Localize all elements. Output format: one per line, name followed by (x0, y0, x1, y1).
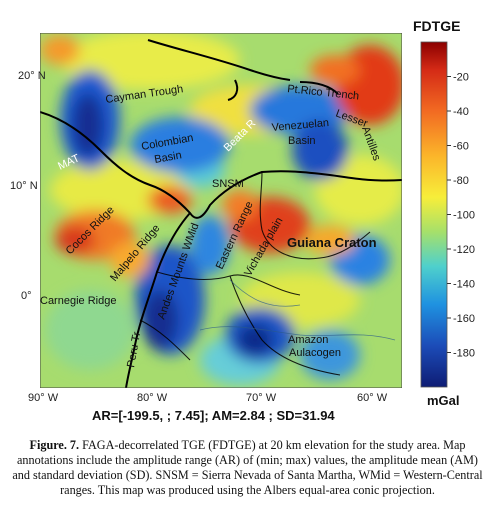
lon-label-70w: 70° W (246, 392, 277, 404)
statistics-line: AR=[-199.5, ; 7.45]; AM=2.84 ; SD=31.94 (92, 408, 335, 423)
colorbar-gradient (420, 41, 448, 388)
colorbar-tick-label: -120 (453, 244, 475, 256)
annotation-venezuelan: Venezuelan (271, 117, 329, 134)
colorbar-tick-label: -160 (453, 313, 475, 325)
rivers (199, 279, 396, 341)
caption-text: FAGA-decorrelated TGE (FDTGE) at 20 km e… (12, 438, 483, 497)
annotation-aulacogen: Aulacogen (289, 347, 341, 359)
lat-label-20n: 20° N (18, 70, 46, 82)
annotation-amazon: Amazon (288, 334, 328, 346)
caption-label: Figure. 7. (29, 438, 80, 452)
lon-label-60w: 60° W (357, 392, 388, 404)
colorbar-tick-label: -20 (453, 72, 469, 84)
annotation-colombian-basin: Basin (153, 149, 182, 166)
annotation-guiana-craton: Guiana Craton (287, 235, 377, 250)
colorbar: FDTGE -20 -40 -60 -80 -100 -120 -140 -160 -180 m… (413, 18, 475, 408)
lat-label-10n: 10° N (10, 180, 38, 192)
colorbar-tick-label: -100 (453, 210, 475, 222)
annotation-carnegie-ridge: Carnegie Ridge (40, 295, 116, 307)
lon-label-80w: 80° W (137, 392, 168, 404)
figure-caption: Figure. 7. FAGA-decorrelated TGE (FDTGE)… (12, 438, 483, 498)
lat-label-0: 0° (21, 290, 32, 302)
colorbar-title: FDTGE (413, 18, 460, 34)
annotation-venezuelan-basin: Basin (288, 135, 316, 147)
colorbar-tick-label: -140 (453, 279, 475, 291)
annotation-snsm: SNSM (212, 178, 244, 190)
colorbar-tick-label: -60 (453, 141, 469, 153)
colorbar-tick-label: -180 (453, 348, 475, 360)
colorbar-tick-label: -40 (453, 106, 469, 118)
coastlines (40, 39, 402, 388)
colorbar-tick-label: -80 (453, 175, 469, 187)
borders (139, 171, 371, 376)
axis-labels: 20° N 10° N 0° 90° W 80° W 70° W 60° W (10, 70, 388, 404)
heatmap-field (40, 33, 402, 388)
lon-label-90w: 90° W (28, 392, 59, 404)
colorbar-unit: mGal (427, 393, 460, 408)
